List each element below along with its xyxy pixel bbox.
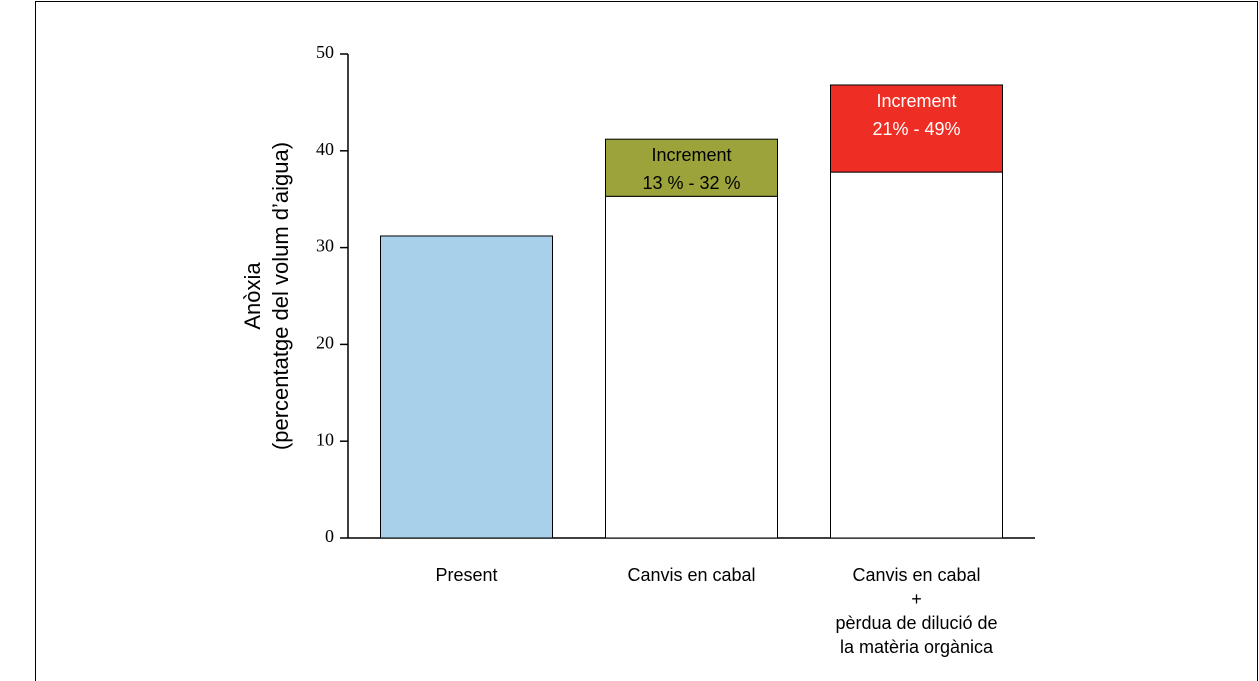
bar-segment — [605, 138, 778, 197]
y-axis-label: Anòxia (percentatge del volum d’aigua) — [240, 142, 293, 450]
y-tick-label: 10 — [316, 429, 334, 449]
x-tick-label: Present — [435, 565, 497, 585]
bar-segment — [605, 195, 778, 539]
annotation: Increment 21% - 49% — [872, 91, 960, 139]
annotation: Increment 13 % - 32 % — [642, 145, 740, 193]
y-tick-label: 40 — [316, 139, 334, 159]
bar-segment — [380, 235, 553, 539]
x-tick-label: Canvis en cabal + pèrdua de dilució de la m… — [835, 565, 997, 657]
x-tick-label: Canvis en cabal — [627, 565, 755, 585]
y-tick-label: 20 — [316, 333, 334, 353]
frame — [35, 1, 1258, 681]
y-tick-label: 30 — [316, 236, 334, 256]
y-tick-label: 0 — [325, 526, 334, 546]
y-tick-label: 50 — [316, 42, 334, 62]
bar-segment — [830, 171, 1003, 539]
bar-segment — [830, 84, 1003, 173]
